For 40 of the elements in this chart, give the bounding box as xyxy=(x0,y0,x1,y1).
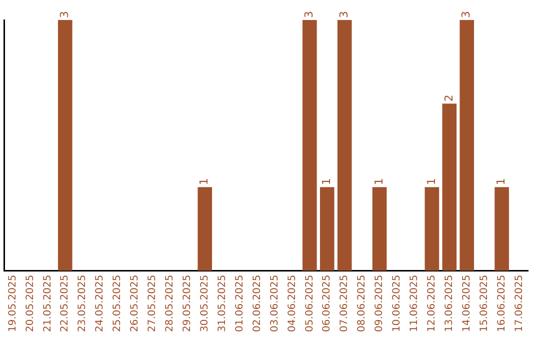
x-tick-label: 19.05.2025 xyxy=(7,274,18,332)
x-tick-label: 24.05.2025 xyxy=(94,274,106,332)
x-tick-label: 08.06.2025 xyxy=(356,274,368,332)
x-tick-label: 12.06.2025 xyxy=(426,274,438,332)
x-tick-label: 07.06.2025 xyxy=(339,274,350,332)
x-tick-label: 03.06.2025 xyxy=(269,274,280,332)
data-label: 3 xyxy=(337,11,350,18)
data-label: 1 xyxy=(372,178,386,186)
x-tick-label: 28.05.2025 xyxy=(164,274,176,332)
data-label: 2 xyxy=(442,94,456,102)
data-label: 3 xyxy=(302,11,316,18)
x-tick-label: 15.06.2025 xyxy=(478,274,490,332)
x-tick-label: 23.05.2025 xyxy=(77,274,88,332)
data-label: 1 xyxy=(320,178,333,186)
data-label: 1 xyxy=(424,178,438,186)
data-label: 1 xyxy=(198,178,211,186)
x-tick-label: 05.06.2025 xyxy=(304,274,316,332)
x-tick-label: 02.06.2025 xyxy=(252,274,263,332)
x-tick-label: 06.06.2025 xyxy=(322,274,333,332)
data-label: 3 xyxy=(58,11,71,18)
x-tick-label: 26.05.2025 xyxy=(130,274,141,332)
x-tick-label: 04.06.2025 xyxy=(286,274,298,332)
x-tick-label: 16.06.2025 xyxy=(496,274,508,332)
data-label: 1 xyxy=(494,178,508,186)
x-tick-label: 01.06.2025 xyxy=(234,274,246,332)
x-tick-label: 31.05.2025 xyxy=(216,274,228,332)
x-tick-label: 13.06.2025 xyxy=(444,274,455,332)
x-tick-label: 09.06.2025 xyxy=(374,274,386,332)
x-tick-label: 27.05.2025 xyxy=(147,274,158,332)
x-tick-label: 10.06.2025 xyxy=(392,274,403,332)
x-tick-label: 11.06.2025 xyxy=(409,274,420,332)
x-tick-label: 21.05.2025 xyxy=(42,274,54,332)
data-label: 3 xyxy=(460,11,473,18)
x-tick-label: 20.05.2025 xyxy=(24,274,36,332)
x-tick-label: 14.06.2025 xyxy=(461,274,472,332)
x-tick-label: 22.05.2025 xyxy=(60,274,71,332)
x-tick-label: 29.05.2025 xyxy=(182,274,193,332)
x-tick-label: 25.05.2025 xyxy=(112,274,124,332)
x-tick-label: 17.06.2025 xyxy=(514,274,525,332)
x-tick-label: 30.05.2025 xyxy=(199,274,210,332)
